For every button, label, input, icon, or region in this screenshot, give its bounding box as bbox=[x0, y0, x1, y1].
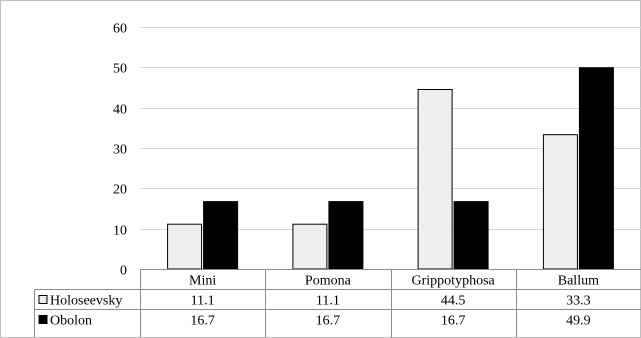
bar-obolon-ballum bbox=[578, 67, 614, 270]
bar-holoseevsky-mini bbox=[167, 223, 203, 270]
bars bbox=[167, 67, 614, 270]
y-tick-label: 20 bbox=[113, 183, 127, 198]
y-tick-label: 30 bbox=[113, 143, 127, 158]
bar-obolon-grippotyphosa bbox=[453, 201, 489, 270]
y-tick-label: 10 bbox=[113, 224, 127, 239]
data-table-value: 33.3 bbox=[566, 294, 591, 309]
data-table-value: 16.7 bbox=[316, 314, 341, 329]
y-axis-tick-labels: 0 10 20 30 40 50 60 bbox=[113, 22, 127, 279]
data-table-value: 11.1 bbox=[191, 294, 215, 309]
bar-obolon-pomona bbox=[328, 201, 364, 270]
x-tick-label: Mini bbox=[189, 274, 216, 289]
y-tick-label: 40 bbox=[113, 103, 127, 118]
bar-holoseevsky-grippotyphosa bbox=[417, 89, 453, 270]
data-table-value: 16.7 bbox=[441, 314, 466, 329]
bar-holoseevsky-pomona bbox=[292, 223, 328, 270]
legend-key-obolon bbox=[38, 315, 48, 324]
y-tick-label: 0 bbox=[120, 264, 127, 279]
x-tick-label: Pomona bbox=[305, 274, 352, 289]
y-tick-label: 50 bbox=[113, 62, 127, 77]
bar-holoseevsky-ballum bbox=[542, 134, 578, 270]
data-table-value: 16.7 bbox=[190, 314, 215, 329]
x-tick-label: Ballum bbox=[558, 274, 599, 289]
data-table-value: 49.9 bbox=[566, 314, 591, 329]
y-tick-label: 60 bbox=[113, 22, 127, 37]
data-table-value: 11.1 bbox=[316, 294, 340, 309]
legend-label-holoseevsky: Holoseevsky bbox=[50, 294, 122, 309]
legend-label-obolon: Obolon bbox=[50, 314, 92, 329]
data-table-value: 44.5 bbox=[441, 294, 466, 309]
data-table: Mini Pomona Grippotyphosa Ballum Holoseevsky… bbox=[34, 269, 641, 338]
x-tick-label: Grippotyphosa bbox=[412, 274, 496, 289]
bar-obolon-mini bbox=[203, 201, 239, 270]
legend-key-holoseevsky bbox=[38, 295, 48, 304]
